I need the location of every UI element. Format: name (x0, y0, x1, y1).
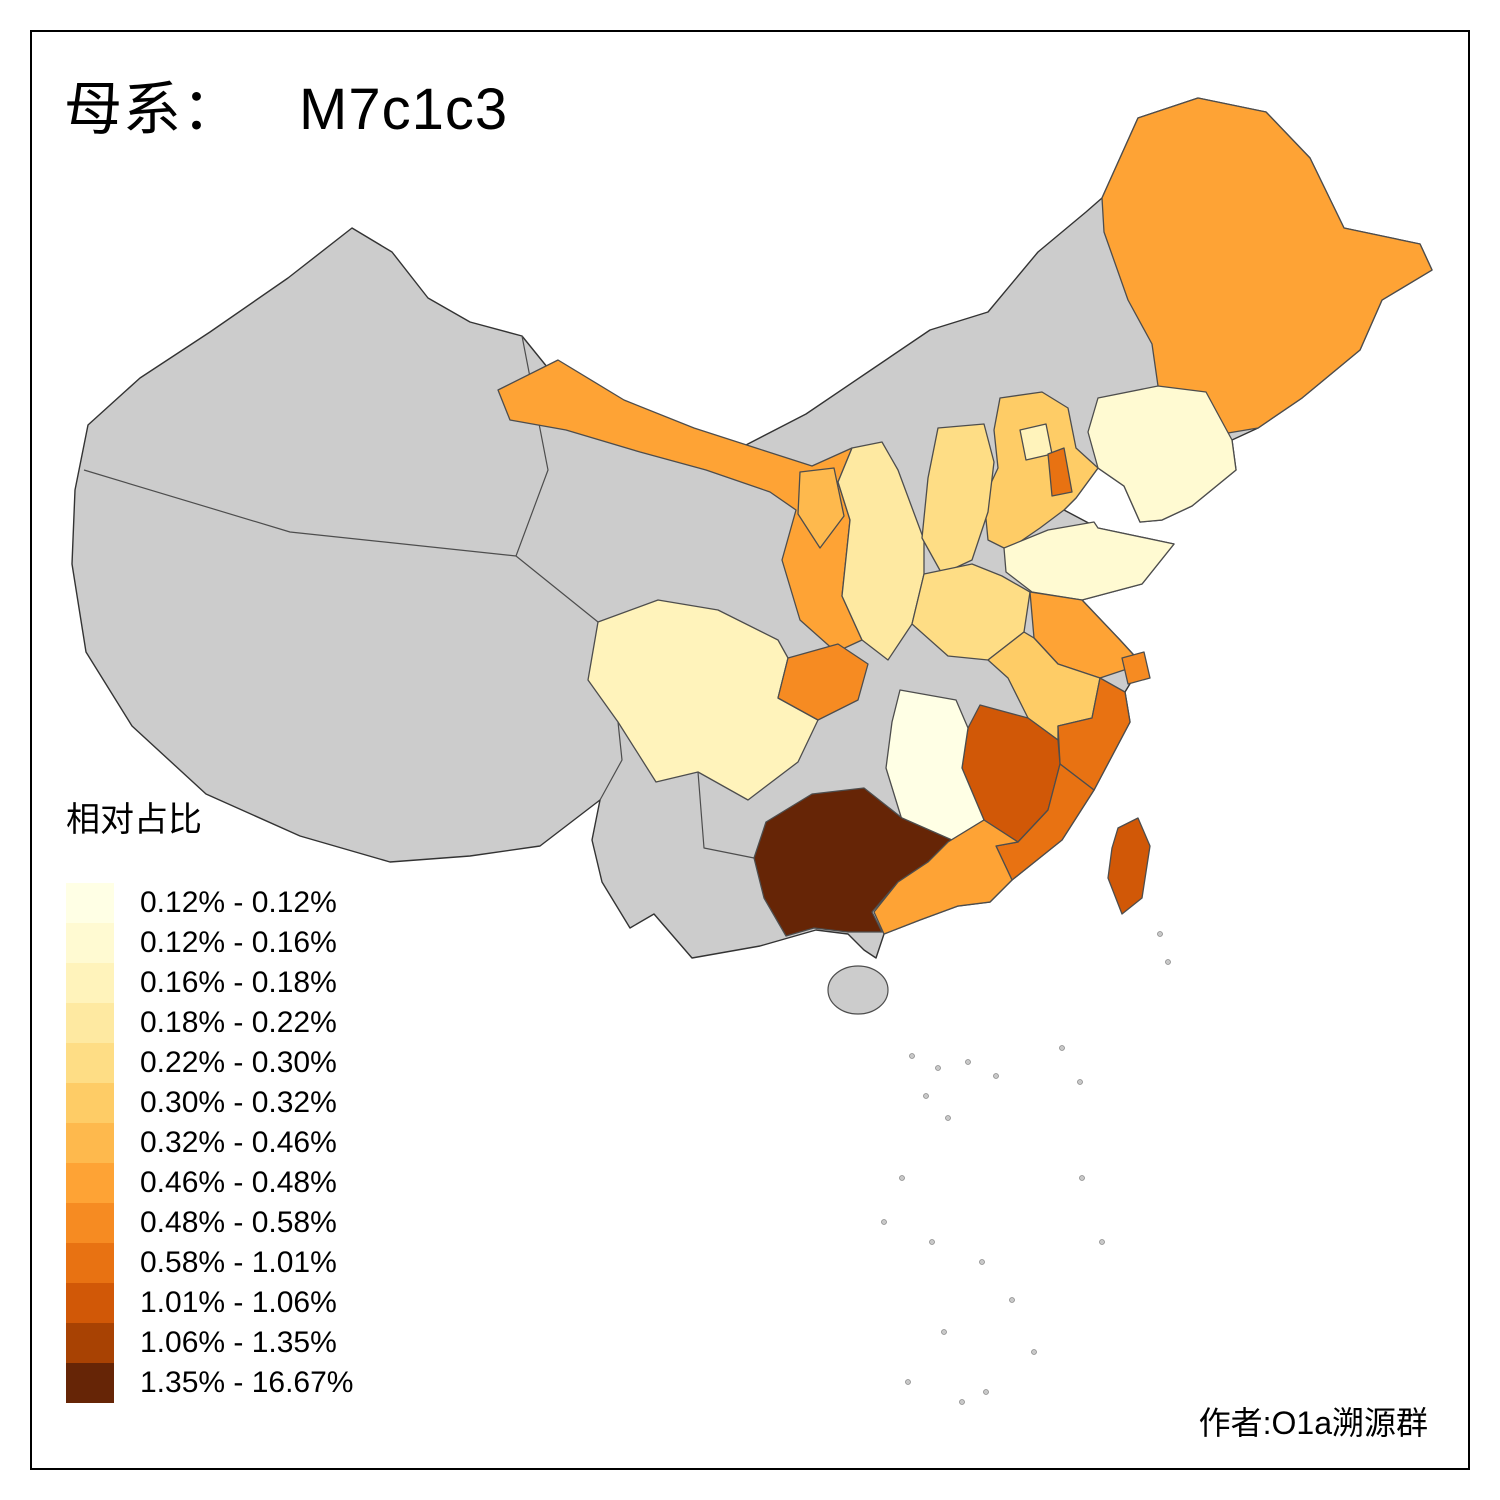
south-china-sea-islets (881, 931, 1171, 1405)
legend-item: 1.06% - 1.35% (66, 1323, 486, 1363)
legend-swatch (66, 1043, 114, 1083)
province-shaanxi (837, 441, 925, 661)
legend-swatch (66, 1203, 114, 1243)
legend-item: 0.12% - 0.16% (66, 923, 486, 963)
legend-item: 0.12% - 0.12% (66, 883, 486, 923)
legend-item: 0.46% - 0.48% (66, 1163, 486, 1203)
legend-swatch (66, 963, 114, 1003)
legend: 相对占比 0.12% - 0.12% 0.12% - 0.16% 0.16% -… (66, 792, 486, 1403)
legend-swatch (66, 1363, 114, 1403)
legend-label: 0.48% - 0.58% (140, 1206, 337, 1239)
province-shanxi (921, 423, 995, 575)
legend-swatch (66, 923, 114, 963)
legend-label: 0.22% - 0.30% (140, 1046, 337, 1079)
legend-swatch (66, 883, 114, 923)
legend-swatch (66, 1323, 114, 1363)
legend-label: 0.46% - 0.48% (140, 1166, 337, 1199)
title-value: M7c1c3 (299, 77, 509, 142)
province-chongqing (777, 643, 869, 721)
legend-item: 0.32% - 0.46% (66, 1123, 486, 1163)
legend-label: 0.30% - 0.32% (140, 1086, 337, 1119)
legend-swatch (66, 1163, 114, 1203)
legend-label: 0.32% - 0.46% (140, 1126, 337, 1159)
legend-label: 1.06% - 1.35% (140, 1326, 337, 1359)
legend-label: 0.12% - 0.16% (140, 926, 337, 959)
province-hainan-no-data (827, 965, 889, 1015)
legend-item: 0.22% - 0.30% (66, 1043, 486, 1083)
legend-item: 0.18% - 0.22% (66, 1003, 486, 1043)
legend-label: 0.12% - 0.12% (140, 886, 337, 919)
province-guangdong (873, 819, 1019, 935)
province-guangxi (753, 787, 953, 937)
province-ningxia (797, 467, 845, 549)
legend-swatch (66, 1123, 114, 1163)
province-liaoning (1087, 385, 1237, 523)
legend-item: 1.01% - 1.06% (66, 1283, 486, 1323)
province-sichuan (587, 599, 819, 801)
legend-item: 0.58% - 1.01% (66, 1243, 486, 1283)
legend-label: 1.35% - 16.67% (140, 1366, 354, 1399)
internal-borders (83, 335, 1159, 859)
legend-label: 0.58% - 1.01% (140, 1246, 337, 1279)
legend-item: 0.30% - 0.32% (66, 1083, 486, 1123)
legend-title: 相对占比 (66, 801, 202, 839)
legend-item: 1.35% - 16.67% (66, 1363, 486, 1403)
legend-label: 0.16% - 0.18% (140, 966, 337, 999)
legend-label: 1.01% - 1.06% (140, 1286, 337, 1319)
legend-swatch (66, 1243, 114, 1283)
province-shandong (1003, 521, 1175, 601)
legend-swatch (66, 1003, 114, 1043)
legend-label: 0.18% - 0.22% (140, 1006, 337, 1039)
province-hebei (983, 391, 1099, 551)
province-heilongjiang (1101, 97, 1433, 435)
legend-swatch (66, 1083, 114, 1123)
title-prefix: 母系： (64, 77, 242, 142)
plot-frame (30, 30, 1470, 1470)
province-tianjin (1047, 447, 1073, 497)
legend-item: 0.16% - 0.18% (66, 963, 486, 1003)
page-title: 母系： M7c1c3 (64, 62, 508, 146)
legend-item: 0.48% - 0.58% (66, 1203, 486, 1243)
province-shanghai (1121, 651, 1151, 685)
province-beijing (1019, 423, 1053, 461)
province-taiwan (1107, 817, 1151, 915)
legend-swatch (66, 1283, 114, 1323)
author-credit: 作者:O1a溯源群 (1198, 1405, 1428, 1441)
province-zhejiang (1057, 677, 1131, 791)
